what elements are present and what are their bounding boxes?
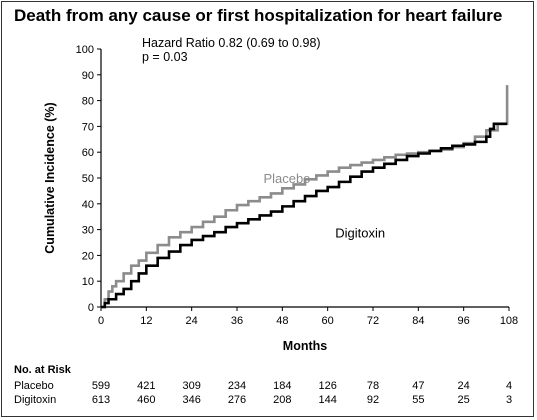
x-tick-label: 0: [98, 315, 104, 327]
risk-cell: 346: [182, 394, 201, 406]
risk-cell: 92: [366, 394, 380, 406]
risk-cell: 78: [366, 380, 380, 392]
y-tick-label: 10: [82, 276, 94, 288]
x-tick-label: 24: [186, 315, 198, 327]
risk-cell: 460: [137, 394, 156, 406]
risk-cell: 25: [457, 394, 470, 406]
series-label-digitoxin: Digitoxin: [335, 225, 385, 240]
y-tick-label: 0: [88, 302, 94, 314]
x-tick-label: 60: [322, 315, 334, 327]
y-tick-label: 70: [82, 121, 94, 133]
p-value-label: p = 0.03: [142, 50, 188, 64]
x-axis-title: Months: [283, 339, 327, 353]
risk-cell: 184: [273, 380, 292, 392]
x-tick-label: 84: [412, 315, 424, 327]
chart-series: Placebo Digitoxin: [101, 85, 509, 309]
x-tick-label: 108: [500, 315, 518, 327]
x-tick-label: 48: [276, 315, 288, 327]
risk-cell: 276: [227, 394, 247, 406]
risk-cell: 3: [505, 394, 513, 406]
risk-row-label-placebo: Placebo: [14, 380, 54, 392]
y-axis-title: Cumulative Incidence (%): [43, 102, 57, 253]
x-tick-label: 96: [458, 315, 470, 327]
series-label-placebo: Placebo: [263, 171, 310, 186]
y-tick-label: 30: [82, 225, 94, 237]
risk-cell: 24: [457, 380, 470, 392]
y-tick-label: 20: [82, 250, 94, 262]
y-tick-label: 40: [82, 199, 94, 211]
y-tick-label: 90: [82, 70, 94, 82]
y-tick-label: 100: [76, 44, 94, 56]
chart-axes: 0 10 20 30 40 50 60 70 80 90 100 0 12 24 36 48 60 72 84 96 1…: [43, 44, 518, 353]
risk-cell: 126: [318, 380, 337, 392]
risk-row-label-digitoxin: Digitoxin: [14, 394, 57, 406]
chart-title: Death from any cause or first hospitaliz…: [14, 6, 503, 25]
risk-cell: 613: [91, 394, 111, 406]
x-tick-label: 36: [231, 315, 243, 327]
risk-cell: 47: [412, 380, 425, 392]
risk-cell: 309: [182, 380, 201, 392]
y-tick-label: 60: [82, 147, 94, 159]
risk-cell: 599: [91, 380, 111, 392]
series-digitoxin-line: [101, 122, 508, 309]
risk-cell: 421: [137, 380, 156, 392]
risk-cell: 234: [227, 380, 247, 392]
y-tick-label: 50: [82, 173, 94, 185]
risk-cell: 4: [505, 380, 513, 392]
x-tick-label: 12: [140, 315, 152, 327]
risk-cell: 55: [412, 394, 425, 406]
risk-cell: 208: [273, 394, 292, 406]
x-tick-label: 72: [367, 315, 379, 327]
hazard-ratio-label: Hazard Ratio 0.82 (0.69 to 0.98): [142, 36, 321, 50]
risk-cell: 144: [318, 394, 337, 406]
risk-table-header: No. at Risk: [14, 364, 71, 376]
y-tick-label: 80: [82, 96, 94, 108]
